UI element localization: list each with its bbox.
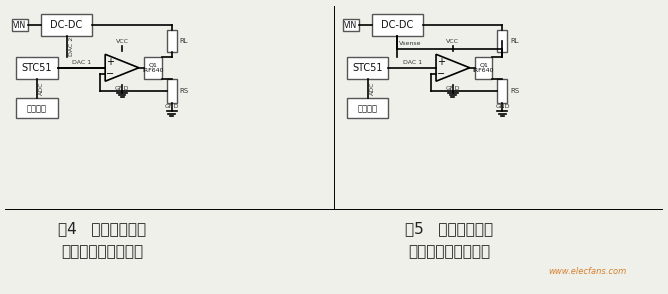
Text: RL: RL: [510, 38, 519, 44]
Bar: [12, 19, 28, 31]
Bar: [347, 57, 389, 79]
Text: Q1
IRF640: Q1 IRF640: [473, 62, 494, 73]
Bar: [16, 57, 57, 79]
Bar: [498, 30, 508, 52]
Text: GND: GND: [164, 104, 179, 109]
Text: GND: GND: [446, 86, 460, 91]
Text: DAC 1: DAC 1: [403, 60, 422, 65]
Text: GND: GND: [495, 104, 510, 109]
Text: VIN: VIN: [344, 21, 357, 30]
Text: −: −: [106, 69, 114, 79]
Text: STC51: STC51: [21, 63, 52, 73]
Bar: [166, 30, 176, 52]
Text: VCC: VCC: [116, 39, 128, 44]
Bar: [343, 19, 359, 31]
Bar: [347, 98, 389, 118]
Text: RS: RS: [510, 88, 520, 94]
Text: STC51: STC51: [353, 63, 383, 73]
Bar: [371, 14, 423, 36]
Text: （有直接耦合反馈）: （有直接耦合反馈）: [408, 244, 490, 259]
Text: DAC 1: DAC 1: [72, 60, 91, 65]
Bar: [41, 14, 92, 36]
Bar: [498, 79, 508, 103]
Text: GND: GND: [115, 86, 130, 91]
Text: +: +: [437, 57, 445, 67]
Text: Vsense: Vsense: [399, 41, 422, 46]
Text: VIN: VIN: [13, 21, 27, 30]
Text: 电流检测: 电流检测: [357, 104, 377, 113]
Text: DC-DC: DC-DC: [381, 20, 413, 30]
Text: 图4   压控恒流电路: 图4 压控恒流电路: [58, 221, 146, 236]
Text: DAC 2: DAC 2: [69, 37, 73, 56]
Bar: [144, 57, 162, 79]
Bar: [166, 79, 176, 103]
Text: 电流检测: 电流检测: [27, 104, 47, 113]
Text: Q1
IRF640: Q1 IRF640: [142, 62, 164, 73]
Text: +: +: [106, 57, 114, 67]
Text: RS: RS: [180, 88, 188, 94]
Text: （无直接耦合反馈）: （无直接耦合反馈）: [61, 244, 143, 259]
Bar: [475, 57, 492, 79]
Text: 图5   压控恒流电路: 图5 压控恒流电路: [405, 221, 493, 236]
Text: VCC: VCC: [446, 39, 460, 44]
Bar: [16, 98, 57, 118]
Text: −: −: [437, 69, 445, 79]
Text: RL: RL: [180, 38, 188, 44]
Text: www.elecfans.com: www.elecfans.com: [548, 267, 627, 276]
Text: DC-DC: DC-DC: [50, 20, 83, 30]
Text: ADC: ADC: [369, 82, 375, 95]
Text: ADC: ADC: [39, 82, 44, 95]
